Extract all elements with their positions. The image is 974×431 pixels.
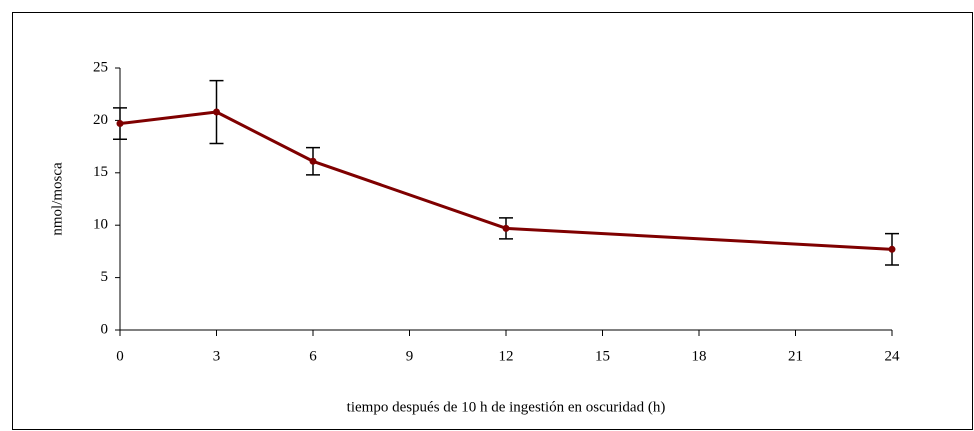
x-tick-label: 3 [213, 348, 221, 364]
y-tick-label: 0 [101, 321, 109, 337]
data-point [502, 224, 510, 232]
y-tick-label: 10 [93, 217, 108, 233]
x-tick-label: 0 [116, 348, 124, 364]
x-tick-label: 6 [309, 348, 317, 364]
data-point [309, 157, 317, 165]
x-tick-label: 15 [595, 348, 610, 364]
data-point [888, 245, 896, 253]
y-tick-label: 25 [93, 59, 108, 75]
chart-frame [12, 12, 973, 430]
y-tick-label: 15 [93, 164, 108, 180]
x-axis-label: tiempo después de 10 h de ingestión en o… [347, 399, 666, 415]
data-point [213, 108, 220, 116]
x-tick-label: 12 [499, 348, 514, 364]
data-point [116, 120, 124, 128]
y-tick-label: 5 [101, 269, 109, 285]
x-tick-label: 21 [788, 348, 803, 364]
x-tick-label: 9 [406, 348, 414, 364]
x-tick-label: 24 [885, 348, 901, 364]
y-axis-label: nmol/mosca [49, 162, 65, 236]
y-tick-label: 20 [93, 112, 108, 128]
x-tick-label: 18 [692, 348, 707, 364]
